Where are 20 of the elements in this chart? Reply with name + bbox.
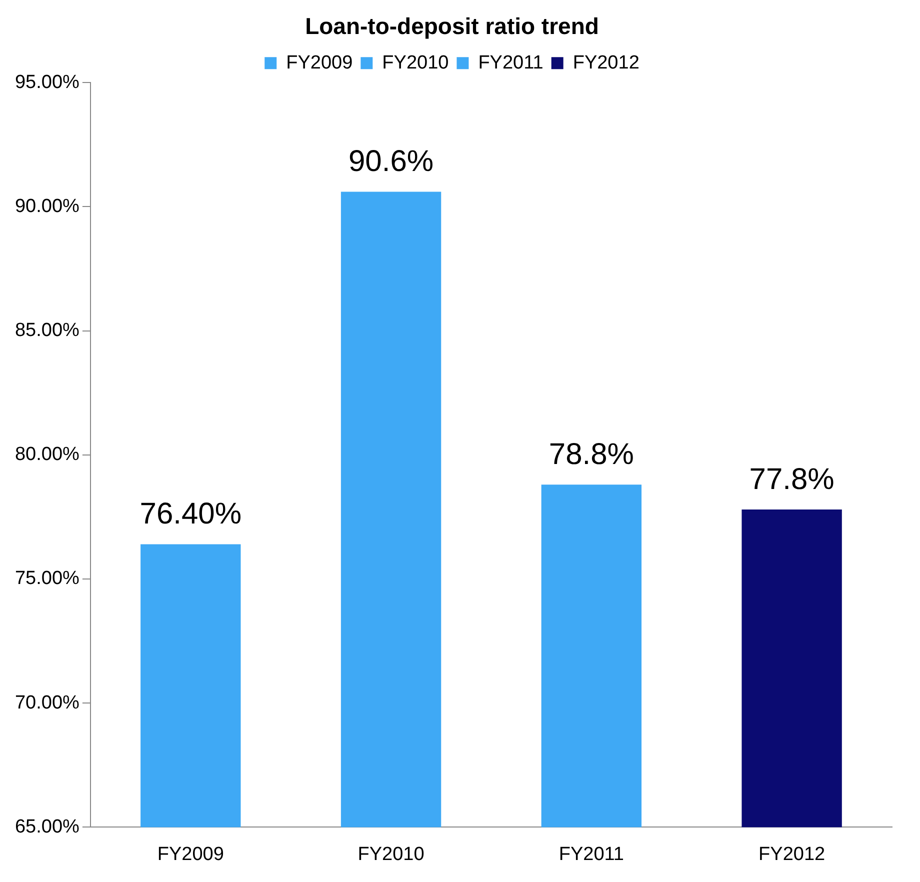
data-label: 77.8%	[749, 462, 834, 496]
legend-label: FY2012	[572, 52, 640, 74]
y-tick-label: 75.00%	[14, 568, 80, 590]
x-tick-label: FY2010	[358, 844, 424, 865]
y-tick-label: 80.00%	[14, 444, 80, 466]
y-tick-label: 70.00%	[14, 692, 80, 714]
chart-title: Loan-to-deposit ratio trend	[305, 13, 599, 40]
legend-label: FY2009	[286, 52, 353, 74]
legend-label: FY2011	[478, 52, 544, 74]
legend-label: FY2010	[382, 52, 449, 74]
x-tick-label: FY2011	[558, 844, 624, 865]
data-label: 76.40%	[140, 498, 242, 531]
y-tick-label: 85.00%	[14, 320, 80, 342]
y-tick-label: 90.00%	[14, 196, 80, 217]
y-tick-label: 65.00%	[14, 816, 80, 838]
x-tick-label: FY2012	[758, 844, 826, 865]
data-label: 90.6%	[348, 145, 434, 178]
data-label: 78.8%	[548, 438, 634, 471]
y-tick-label: 95.00%	[14, 72, 80, 93]
x-tick-label: FY2009	[157, 844, 224, 865]
